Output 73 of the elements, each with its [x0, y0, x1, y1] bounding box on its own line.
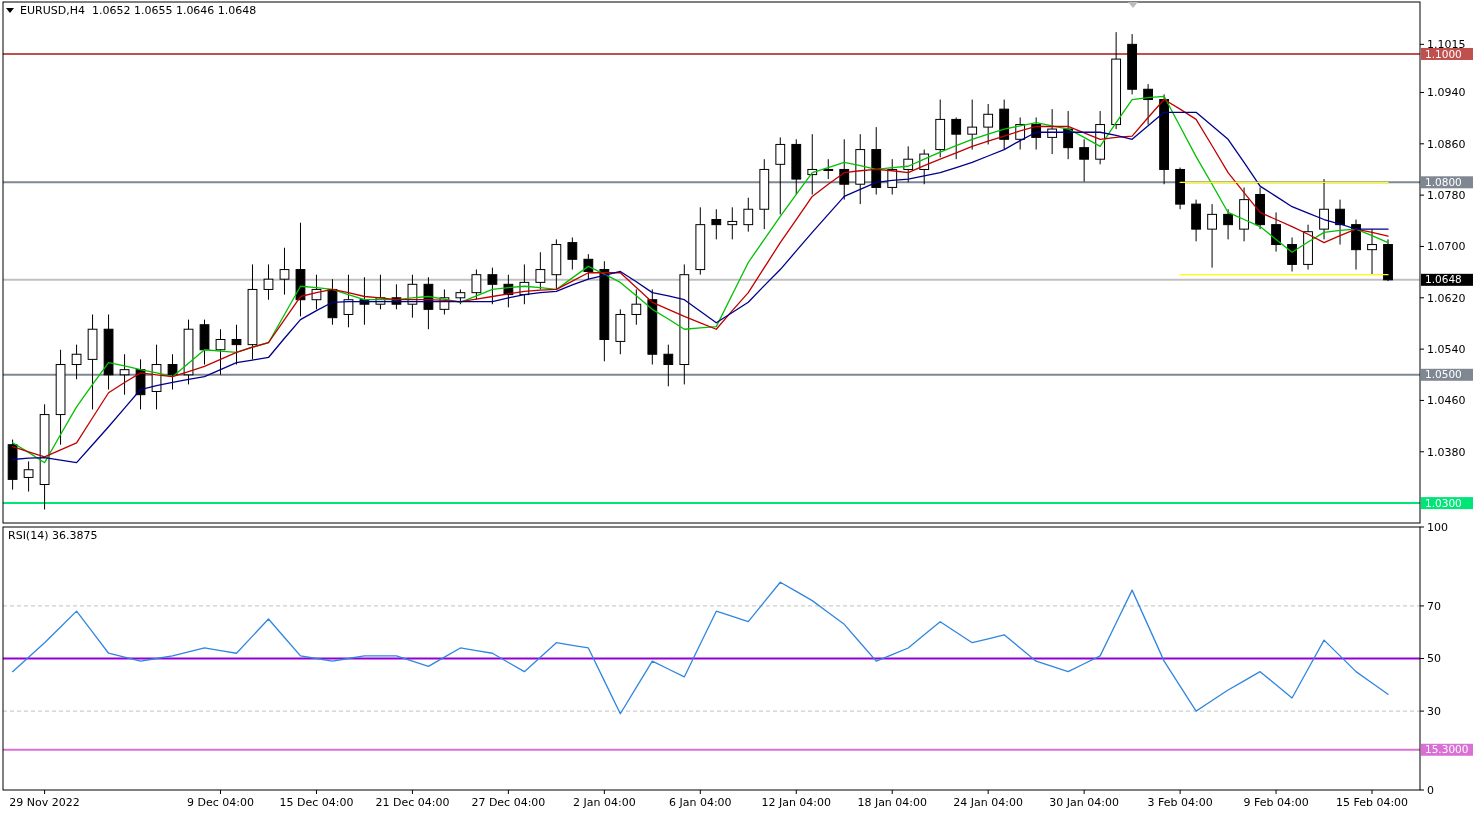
- chart-title: RSI(14) 36.3875: [8, 529, 98, 542]
- candlestick: [711, 208, 722, 240]
- candlestick: [567, 236, 578, 271]
- candlestick: [343, 274, 354, 328]
- candlestick: [1367, 228, 1377, 276]
- x-tick-label: 6 Jan 04:00: [668, 796, 732, 809]
- candlestick: [903, 145, 914, 183]
- candlestick: [1287, 236, 1297, 272]
- candlestick: [1223, 208, 1233, 240]
- x-tick-label: 29 Nov 2022: [9, 796, 80, 809]
- candlestick: [231, 324, 242, 366]
- candlestick: [967, 99, 978, 151]
- candlestick: [215, 328, 226, 376]
- candlestick: [1319, 178, 1329, 240]
- ref-line-label: 1.0800: [1425, 175, 1462, 188]
- candlestick: [279, 247, 290, 296]
- ref-line-label: 15.3000: [1425, 743, 1469, 756]
- y-tick-label: 100: [1427, 520, 1448, 534]
- y-tick-label: 1.0860: [1427, 137, 1466, 151]
- candlestick: [727, 206, 738, 240]
- candlestick: [983, 103, 994, 145]
- y-tick-label: 30: [1427, 704, 1441, 718]
- candlestick: [583, 253, 594, 280]
- candlestick: [631, 288, 642, 326]
- candlestick: [71, 344, 82, 380]
- candlestick: [775, 136, 786, 215]
- x-tick-label: 15 Feb 04:00: [1335, 796, 1409, 809]
- candlestick: [823, 158, 834, 180]
- ref-line-label: 1.0500: [1425, 368, 1462, 381]
- x-tick-label: 21 Dec 04:00: [375, 796, 450, 809]
- y-tick-label: 50: [1427, 652, 1441, 666]
- candlestick: [1335, 199, 1345, 246]
- ref-line-label: 1.1000: [1425, 47, 1462, 60]
- y-tick-label: 1.0940: [1427, 86, 1466, 100]
- ref-line-label: 1.0300: [1425, 496, 1462, 509]
- y-tick-label: 1.0780: [1427, 188, 1466, 202]
- x-tick-label: 27 Dec 04:00: [471, 796, 546, 809]
- candlestick: [1063, 110, 1074, 160]
- x-tick-label: 2 Jan 04:00: [573, 796, 636, 809]
- x-tick-label: 15 Dec 04:00: [279, 796, 354, 809]
- x-tick-label: 30 Jan 04:00: [1049, 796, 1119, 809]
- y-tick-label: 70: [1427, 599, 1441, 613]
- y-tick-label: 1.0700: [1427, 240, 1466, 254]
- chart-title: EURUSD,H4 1.0652 1.0655 1.0646 1.0648: [20, 4, 257, 17]
- x-tick-label: 24 Jan 04:00: [953, 796, 1024, 809]
- candlestick: [119, 353, 130, 396]
- candlestick: [1079, 138, 1090, 183]
- candlestick: [263, 263, 274, 301]
- y-tick-label: 1.0380: [1427, 445, 1466, 459]
- y-tick-label: 1.0620: [1427, 291, 1466, 305]
- candlestick: [951, 116, 962, 160]
- candlestick: [1207, 203, 1217, 269]
- x-tick-label: 12 Jan 04:00: [761, 796, 832, 809]
- candlestick: [23, 460, 34, 493]
- y-tick-label: 1.0460: [1427, 394, 1466, 408]
- candlestick: [311, 274, 322, 310]
- ref-line-label: 1.0648: [1425, 273, 1462, 286]
- candlestick: [471, 269, 482, 301]
- candlestick: [663, 344, 674, 387]
- x-tick-label: 9 Dec 04:00: [187, 796, 254, 809]
- candlestick: [743, 197, 754, 233]
- candlestick: [487, 267, 498, 305]
- candlestick: [839, 138, 850, 201]
- y-tick-label: 1.0540: [1427, 342, 1466, 356]
- x-tick-label: 9 Feb 04:00: [1243, 796, 1309, 809]
- candlestick: [535, 251, 546, 290]
- line-series: [11, 581, 1389, 715]
- x-tick-label: 3 Feb 04:00: [1147, 796, 1213, 809]
- x-tick-label: 18 Jan 04:00: [857, 796, 928, 809]
- candlestick: [167, 353, 178, 391]
- candlestick: [1271, 211, 1281, 253]
- candlestick: [1047, 108, 1058, 155]
- y-tick-label: 0: [1427, 783, 1434, 797]
